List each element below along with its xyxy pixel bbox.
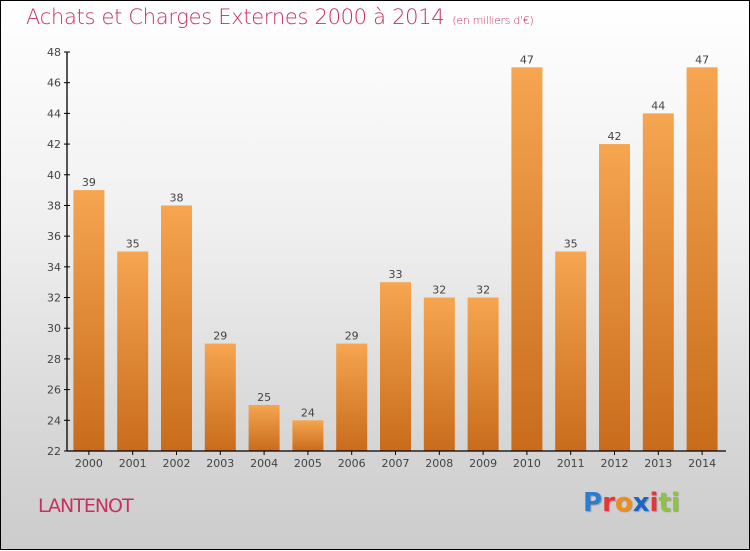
bar-2013 [642, 113, 674, 451]
y-tick-label: 32 [47, 292, 61, 305]
value-label: 29 [345, 330, 359, 343]
bar-2014 [686, 67, 718, 451]
value-label: 29 [213, 330, 227, 343]
value-label: 35 [564, 238, 578, 251]
logo-letter: ti [658, 488, 680, 518]
value-label: 32 [476, 284, 490, 297]
x-tick-label: 2014 [688, 457, 716, 470]
bar-2001 [117, 251, 149, 451]
bar-2005 [292, 420, 324, 451]
town-name: LANTENOT [38, 495, 134, 517]
bar-2000 [73, 190, 105, 451]
y-tick-label: 42 [47, 138, 61, 151]
value-label: 39 [82, 176, 96, 189]
proxiti-logo: Proxiti [583, 488, 680, 518]
value-label: 25 [257, 391, 271, 404]
value-label: 33 [389, 268, 403, 281]
bar-2004 [248, 404, 280, 451]
value-label: 38 [170, 191, 184, 204]
x-tick-label: 2006 [338, 457, 366, 470]
value-label: 32 [432, 284, 446, 297]
x-tick-label: 2009 [469, 457, 497, 470]
value-label: 42 [608, 130, 622, 143]
y-tick-label: 36 [47, 230, 61, 243]
y-tick-label: 48 [47, 46, 61, 59]
y-tick-label: 46 [47, 77, 61, 90]
y-tick-label: 40 [47, 169, 61, 182]
bar-2012 [599, 144, 630, 452]
value-label: 47 [695, 53, 709, 66]
y-tick-label: 26 [47, 384, 61, 397]
y-tick-label: 24 [47, 414, 61, 427]
bar-2002 [161, 205, 192, 451]
title-text: Achats et Charges Externes 2000 à 2014 [26, 5, 445, 29]
y-tick-label: 22 [47, 445, 61, 458]
x-tick-label: 2013 [644, 457, 672, 470]
logo-letter: x [632, 488, 650, 518]
logo-letter: r [602, 488, 615, 518]
bar-2011 [555, 251, 587, 451]
bar-2008 [423, 297, 455, 451]
x-tick-label: 2010 [513, 457, 541, 470]
logo-letter: P [583, 488, 603, 518]
bar-2007 [380, 282, 411, 451]
y-tick-label: 30 [47, 322, 61, 335]
y-tick-label: 34 [47, 261, 61, 274]
x-tick-label: 2001 [119, 457, 147, 470]
bars-group: 39 35 38 29 25 24 29 33 32 32 47 35 42 44 47 [73, 53, 718, 452]
x-tick-label: 2002 [163, 457, 191, 470]
value-label: 24 [301, 406, 315, 419]
logo-letter: o [614, 488, 633, 518]
logo-letter: i [649, 488, 659, 518]
x-tick-label: 2005 [294, 457, 322, 470]
bar-2009 [467, 297, 499, 451]
value-label: 35 [126, 238, 140, 251]
x-tick-label: 2007 [382, 457, 410, 470]
bar-2010 [511, 67, 543, 451]
y-tick-label: 28 [47, 353, 61, 366]
y-tick-label: 44 [47, 107, 61, 120]
x-tick-label: 2008 [425, 457, 453, 470]
y-tick-label: 38 [47, 199, 61, 212]
chart-title: Achats et Charges Externes 2000 à 2014 (e… [26, 5, 534, 29]
bar-2003 [204, 343, 236, 451]
x-tick-label: 2000 [75, 457, 103, 470]
axes-group: 2000 2001 2002 2003 2004 2005 2006 2007 2008 2009… [47, 46, 726, 470]
bar-2006 [336, 343, 368, 451]
x-tick-label: 2004 [250, 457, 278, 470]
x-tick-label: 2011 [557, 457, 585, 470]
x-tick-label: 2003 [206, 457, 234, 470]
value-label: 44 [651, 99, 665, 112]
value-label: 47 [520, 53, 534, 66]
x-tick-label: 2012 [601, 457, 629, 470]
chart-subtitle: (en milliers d'€) [452, 14, 534, 27]
